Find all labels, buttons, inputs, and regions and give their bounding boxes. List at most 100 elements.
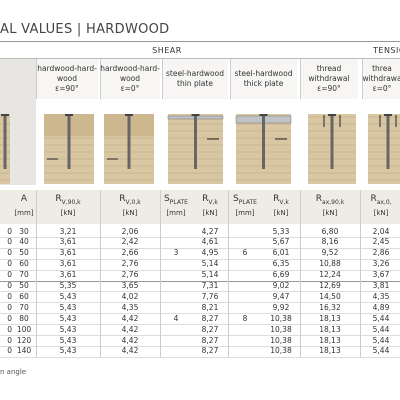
symbol: R	[315, 194, 323, 204]
cell: 0	[7, 248, 12, 258]
column-header: ε=0°	[120, 84, 140, 93]
cell: 10,38	[270, 346, 292, 356]
cell: 2,42	[121, 237, 139, 247]
row-line	[0, 313, 400, 315]
cell: 120	[16, 335, 32, 345]
cell: 10,38	[270, 324, 292, 334]
cell: 8,27	[201, 324, 219, 334]
row-line	[0, 269, 400, 271]
rule	[0, 58, 400, 59]
cell: 5,43	[59, 346, 77, 356]
cell: 12,24	[319, 270, 341, 280]
column-header: wood	[56, 74, 78, 83]
cell: 5,14	[201, 270, 219, 280]
cell: 3	[173, 248, 179, 258]
cell: 5,44	[372, 313, 390, 323]
symbol: R	[55, 194, 62, 204]
unit: [kN]	[273, 209, 289, 217]
header-cell	[362, 59, 400, 99]
unit: [kN]	[373, 209, 389, 217]
cell: 5,43	[59, 302, 77, 312]
cell: 40	[19, 237, 29, 247]
cell: 5,44	[372, 335, 390, 345]
cell: 8,27	[201, 313, 219, 323]
cell: 4,89	[372, 302, 390, 312]
cell: 30	[19, 226, 29, 236]
cell: 4,02	[121, 291, 139, 301]
cell: 4,42	[121, 324, 139, 334]
column-header: ε=90°	[317, 84, 341, 93]
group-header: SHEAR	[152, 46, 182, 55]
subscript: PLATE	[238, 198, 257, 206]
unit: [mm]	[235, 209, 255, 217]
column-header: ε=0°	[372, 84, 392, 93]
cell: 4,42	[121, 346, 139, 356]
cell: 8,21	[201, 302, 219, 312]
row-line	[0, 345, 400, 347]
cell: 9,52	[321, 248, 339, 258]
subscript: V,k	[279, 198, 289, 206]
unit-symbol: Rax,90,k	[300, 194, 360, 206]
cell: 9,92	[272, 302, 290, 312]
cell: 18,13	[319, 335, 341, 345]
column-header: withdrawal	[308, 74, 350, 83]
col-line	[360, 190, 361, 357]
cell: 10,38	[270, 335, 292, 345]
footnote: n angle	[0, 368, 27, 376]
cell: 6,80	[321, 226, 339, 236]
header-cell	[300, 59, 358, 99]
symbol: A	[20, 194, 28, 204]
column-header: steel-hardwood	[165, 69, 224, 78]
cell: 4,35	[121, 302, 139, 312]
rule	[0, 41, 400, 42]
illustrations	[0, 114, 400, 184]
cell: 50	[19, 248, 29, 258]
cell: 6	[242, 248, 248, 258]
cell: 2,04	[372, 226, 390, 236]
unit-symbol: Rax,0,	[360, 194, 400, 206]
col-line	[100, 190, 101, 357]
symbol: R	[370, 194, 377, 204]
cell: 2,06	[121, 226, 139, 236]
cell: 0	[7, 226, 12, 236]
column-header: threa	[372, 64, 392, 73]
cell: 8,16	[321, 237, 339, 247]
cell: 0	[7, 281, 12, 290]
symbol: R	[119, 194, 126, 204]
cell: 5,14	[201, 259, 219, 269]
unit-symbol: RV,k	[262, 194, 300, 206]
column-header: thread	[316, 64, 342, 73]
cell: 0	[7, 270, 12, 280]
cell: 8	[242, 313, 248, 323]
column-header: thin plate	[177, 79, 213, 88]
row-line	[0, 335, 400, 336]
col-line	[300, 190, 301, 357]
row-line	[0, 291, 400, 293]
cell: 3,67	[372, 270, 390, 280]
unit-symbol: A	[12, 194, 36, 204]
unit: [kN]	[60, 209, 76, 217]
cell: 4,42	[121, 335, 139, 345]
cell: 4,35	[372, 291, 390, 301]
subscript: V,k	[208, 198, 218, 206]
cell: 4,42	[121, 313, 139, 323]
header-cell	[100, 59, 160, 99]
symbol: R	[202, 194, 209, 204]
col-line	[160, 190, 161, 357]
cell: 0	[7, 302, 12, 312]
row-line	[0, 247, 400, 249]
cell: 9,02	[272, 281, 290, 290]
row-line	[0, 356, 400, 358]
row-line	[0, 324, 400, 326]
cell: 0	[7, 237, 12, 247]
cell: 4,27	[201, 226, 219, 236]
cell: 4,95	[201, 248, 219, 258]
column-header: hardwood-hard-	[100, 64, 160, 73]
cell: 0	[7, 259, 12, 269]
cell: 50	[19, 281, 29, 290]
cell: 10,88	[319, 259, 341, 269]
cell: 0	[7, 335, 12, 345]
cell: 14,50	[319, 291, 341, 301]
cell: 60	[19, 291, 29, 301]
